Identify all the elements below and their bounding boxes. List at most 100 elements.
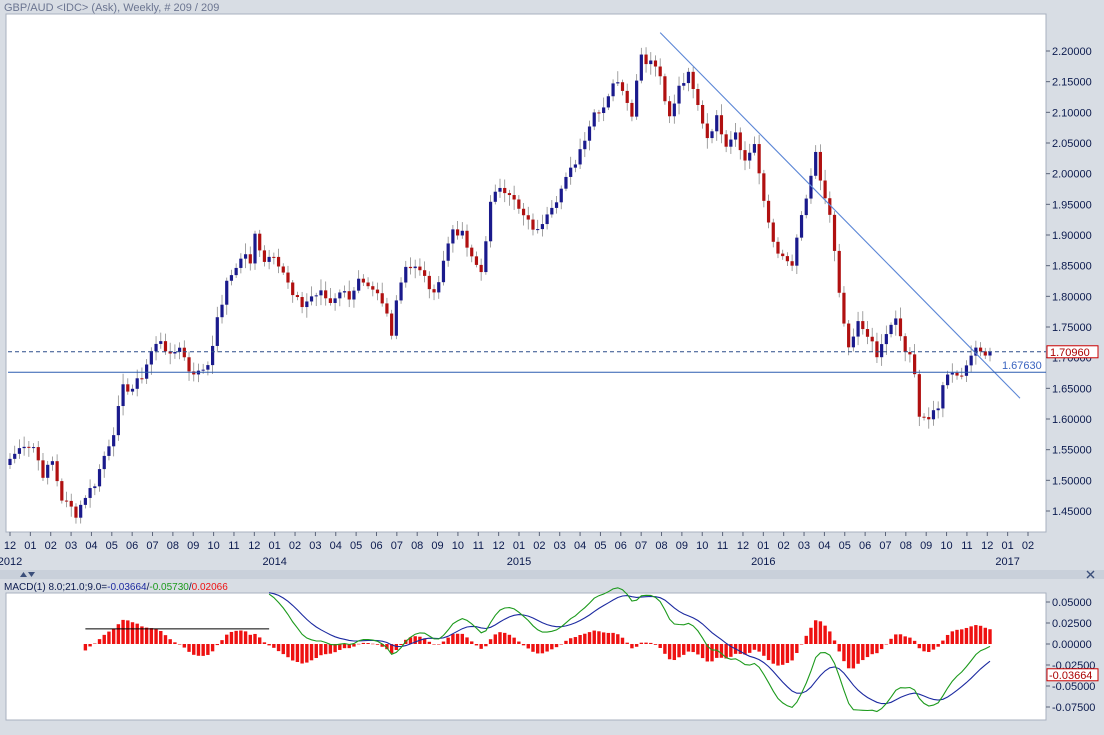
candle-body — [46, 464, 50, 478]
candle-body — [390, 313, 394, 336]
x-month-label: 03 — [65, 540, 77, 552]
candle-body — [498, 187, 502, 192]
x-month-label: 08 — [900, 540, 912, 552]
macd-histogram-bar — [851, 644, 856, 669]
price-y-tick-label: 1.60000 — [1052, 414, 1092, 426]
candle-body — [573, 164, 577, 168]
candle-body — [663, 76, 667, 102]
candle-body — [347, 291, 351, 300]
candle-body — [804, 198, 808, 216]
macd-histogram-bar — [309, 644, 314, 661]
time-x-axis: 12 01 02 03 04 05 06 07 08 09 10 11 12 01 02 03 04 05 06 07… — [0, 532, 1034, 568]
candle-body — [83, 497, 87, 505]
candle-body — [352, 290, 356, 300]
macd-histogram-bar — [323, 644, 328, 655]
x-month-label: 12 — [493, 540, 505, 552]
macd-histogram-bar — [201, 644, 205, 656]
macd-histogram-bar — [526, 644, 530, 649]
price-y-tick-label: 2.00000 — [1052, 169, 1092, 181]
macd-histogram-bar — [550, 644, 554, 650]
x-month-label: 06 — [370, 540, 382, 552]
macd-histogram-bar — [856, 644, 860, 664]
macd-histogram-bar — [239, 630, 243, 644]
candle-body — [639, 54, 643, 81]
price-panel — [5, 13, 1047, 533]
macd-histogram-bar — [804, 635, 808, 644]
macd-histogram-bar — [507, 634, 512, 644]
close-icon[interactable] — [1086, 570, 1095, 579]
price-overlays: 1.67630 1.70960 — [8, 32, 1099, 399]
candle-body — [686, 71, 691, 84]
candle-body — [818, 151, 822, 181]
candle-body — [823, 180, 827, 199]
candle-body — [31, 447, 36, 449]
x-month-label: 06 — [615, 540, 627, 552]
candle-body — [276, 256, 281, 267]
macd-plot: -0.03664 — [83, 587, 1099, 713]
macd-histogram-bar — [639, 642, 644, 644]
macd-histogram-bar — [535, 644, 540, 654]
macd-histogram-bar — [884, 643, 889, 645]
candle-body — [757, 144, 761, 174]
macd-signal-line — [268, 592, 991, 705]
macd-histogram-bar — [917, 644, 922, 649]
candle-body — [159, 341, 163, 344]
candle-body — [300, 297, 304, 308]
panel-separator — [0, 570, 1104, 579]
candle-body — [361, 278, 365, 283]
macd-histogram-bar — [267, 644, 271, 646]
candle-body — [333, 298, 337, 303]
macd-histogram-bar — [592, 630, 596, 644]
candle-body — [470, 247, 474, 257]
x-month-label: 04 — [574, 540, 586, 552]
macd-histogram-bar — [601, 632, 606, 644]
candle-body — [710, 131, 714, 139]
candle-body — [569, 167, 573, 177]
candle-body — [903, 336, 907, 353]
macd-histogram-bar — [738, 644, 742, 654]
candle-body — [531, 219, 535, 230]
collapse-icon[interactable] — [20, 571, 35, 578]
macd-histogram-bar — [898, 634, 903, 644]
macd-current-box — [1046, 668, 1099, 682]
macd-histogram-bar — [281, 644, 285, 655]
candle-body — [455, 229, 460, 236]
macd-histogram-bar — [894, 634, 898, 644]
candle-body — [192, 371, 196, 375]
candle-body — [248, 254, 252, 264]
macd-histogram-bar — [696, 644, 700, 655]
candle-body — [229, 275, 234, 281]
candle-body — [611, 83, 615, 97]
x-month-label: 08 — [167, 540, 179, 552]
candle-body — [729, 139, 733, 147]
trendline[interactable] — [659, 32, 1021, 399]
macd-histogram-bar — [752, 644, 757, 650]
candle-body — [17, 448, 22, 454]
candle-body — [69, 500, 73, 507]
candle-body — [234, 267, 238, 276]
macd-histogram-bar — [380, 644, 384, 647]
candle-body — [173, 352, 177, 354]
macd-histogram-bar — [130, 622, 135, 644]
candles — [8, 47, 992, 524]
macd-histogram-bar — [846, 644, 851, 669]
x-month-label: 03 — [798, 540, 810, 552]
candle-body — [220, 304, 224, 318]
candle-body — [324, 290, 328, 299]
candle-body — [102, 455, 106, 470]
macd-histogram-bar — [220, 640, 224, 644]
candle-body — [413, 266, 417, 269]
candle-body — [258, 233, 262, 251]
macd-histogram-bar — [762, 644, 766, 656]
candle-body — [521, 208, 526, 216]
macd-histogram-bar — [413, 636, 417, 644]
macd-histogram-bar — [667, 644, 672, 660]
macd-legend-histogram: 0.02066 — [192, 582, 229, 593]
candle-body — [677, 85, 681, 104]
candle-body — [423, 270, 427, 276]
x-month-label: 12 — [4, 540, 16, 552]
x-year-label: 2016 — [751, 556, 775, 568]
macd-histogram-bar — [253, 633, 257, 644]
candle-body — [781, 253, 785, 257]
candle-body — [635, 80, 639, 117]
